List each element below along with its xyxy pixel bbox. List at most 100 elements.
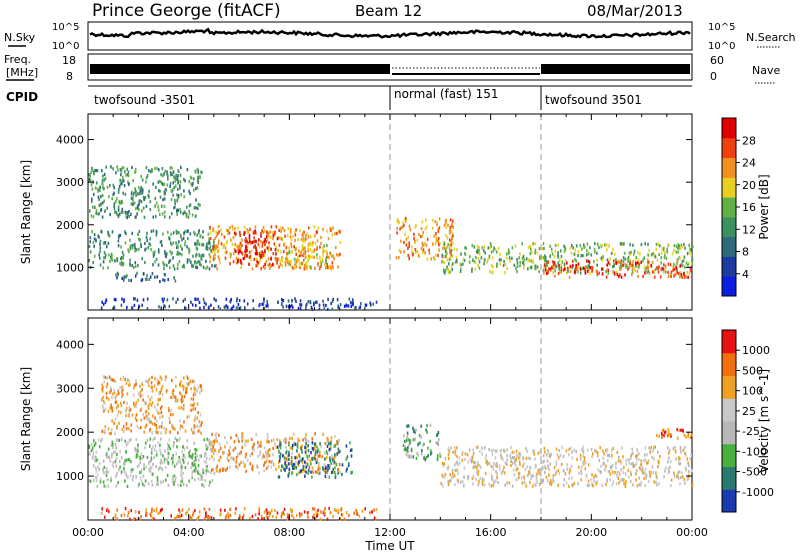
echo-cell [89, 236, 92, 240]
echo-cell [137, 203, 139, 208]
echo-cell [143, 467, 145, 471]
echo-cell [133, 201, 136, 205]
echo-cell [184, 229, 187, 233]
echo-cell [337, 253, 340, 257]
echo-cell [297, 471, 300, 475]
echo-cell [243, 507, 246, 511]
echo-cell [307, 439, 310, 443]
echo-cell [644, 453, 646, 457]
echo-cell [118, 201, 121, 205]
echo-cell [196, 247, 199, 251]
echo-cell [605, 464, 607, 468]
echo-cell [686, 271, 688, 275]
echo-cell [542, 268, 545, 273]
noise-right-tick-bottom: 10^0 [708, 41, 735, 52]
echo-cell [149, 275, 152, 279]
echo-cell [339, 449, 341, 454]
echo-cell [208, 483, 211, 487]
echo-cell [198, 260, 201, 264]
echo-cell [160, 437, 162, 441]
echo-cell [612, 247, 614, 251]
echo-cell [512, 468, 515, 472]
echo-cell [541, 478, 544, 482]
echo-cell [505, 252, 508, 256]
echo-cell [186, 382, 188, 386]
echo-cell [90, 448, 93, 453]
echo-cell [193, 460, 195, 464]
echo-cell [454, 260, 457, 264]
echo-cell [609, 472, 612, 476]
echo-cell [137, 449, 139, 453]
echo-cell [100, 202, 102, 206]
echo-cell [351, 448, 353, 452]
echo-cell [162, 261, 164, 265]
echo-cell [129, 263, 132, 268]
echo-cell [203, 301, 206, 305]
echo-cell [415, 428, 417, 432]
echo-cell [534, 482, 536, 486]
echo-cell [197, 260, 200, 264]
echo-cell [562, 454, 565, 458]
echo-cell [673, 248, 675, 252]
echo-cell [680, 272, 683, 277]
echo-cell [191, 263, 193, 267]
echo-cell [150, 466, 153, 470]
echo-cell [184, 306, 186, 310]
echo-cell [224, 251, 227, 255]
echo-cell [164, 378, 166, 382]
echo-cell [596, 258, 598, 262]
echo-cell [454, 468, 456, 472]
echo-cell [491, 477, 493, 481]
echo-cell [676, 259, 679, 263]
echo-cell [307, 471, 309, 475]
echo-cell [618, 261, 621, 265]
echo-cell [155, 233, 158, 237]
echo-cell [143, 484, 146, 488]
echo-cell [288, 467, 291, 471]
echo-cell [241, 432, 244, 436]
echo-cell [313, 513, 315, 517]
echo-cell [140, 244, 142, 249]
echo-cell [145, 512, 148, 516]
echo-cell [206, 515, 209, 519]
echo-cell [514, 244, 517, 248]
echo-cell [317, 467, 319, 472]
echo-cell [455, 258, 458, 262]
echo-cell [444, 457, 447, 461]
echo-cell [509, 453, 512, 457]
echo-cell [184, 243, 186, 247]
echo-cell [284, 234, 286, 238]
echo-cell [290, 461, 293, 465]
echo-cell [669, 465, 671, 469]
echo-cell [492, 249, 495, 253]
echo-cell [205, 452, 207, 456]
y-tick-label: 4000 [56, 338, 84, 351]
echo-cell [567, 267, 569, 271]
echo-cell [451, 254, 454, 258]
echo-cell [403, 448, 406, 452]
echo-cell [350, 454, 353, 458]
echo-cell [326, 517, 329, 521]
echo-cell [139, 390, 142, 394]
echo-cell [284, 441, 287, 445]
echo-cell [286, 458, 288, 462]
echo-cell [624, 483, 627, 487]
echo-cell [169, 249, 171, 254]
echo-cell [191, 303, 194, 307]
echo-cell [191, 453, 194, 457]
echo-cell [168, 444, 170, 448]
echo-cell [151, 375, 153, 379]
echo-cell [476, 244, 479, 248]
echo-cell [399, 227, 401, 231]
echo-cell [91, 168, 94, 172]
echo-cell [120, 403, 123, 407]
echo-cell [179, 186, 181, 190]
echo-cell [539, 473, 542, 477]
echo-cell [506, 458, 508, 462]
echo-cell [186, 510, 188, 514]
echo-cell [203, 517, 206, 521]
echo-cell [270, 264, 272, 268]
echo-cell [463, 475, 465, 479]
echo-cell [184, 297, 186, 301]
colorbar-tick-label: 20 [742, 179, 756, 192]
